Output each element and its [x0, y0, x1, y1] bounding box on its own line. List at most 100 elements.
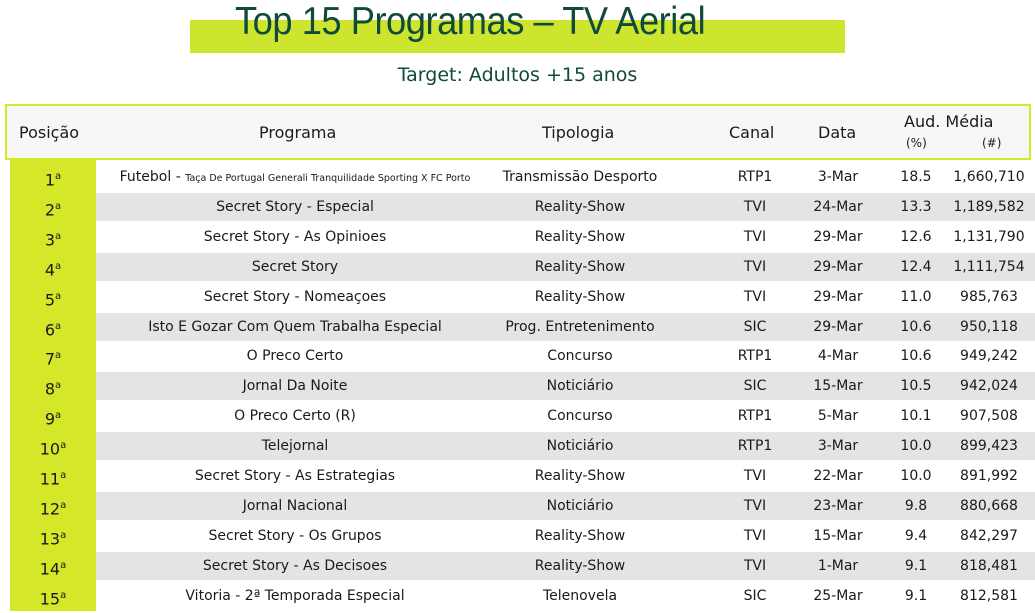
cell-tipologia: Noticiário [547, 492, 614, 520]
position-ordinal: a [60, 470, 67, 481]
position-label: 8a [10, 372, 96, 400]
position-number: 7 [44, 349, 56, 369]
cell-tipologia: Noticiário [547, 372, 614, 400]
pct-text: 9.4 [904, 527, 928, 544]
cell-programa: O Preco Certo [247, 342, 344, 370]
canal-text: RTP1 [737, 408, 773, 425]
cell-programa: Secret Story - As Opinioes [204, 223, 387, 251]
tipologia-text: Concurso [547, 408, 613, 425]
data-text: 22-Mar [813, 468, 863, 484]
cell-tipologia: Reality-Show [535, 193, 625, 221]
cell-num: 899,423 [960, 432, 1018, 460]
cell-pct: 11.0 [900, 283, 931, 311]
cell-canal: TVI [744, 492, 766, 520]
cell-programa: O Preco Certo (R) [234, 402, 356, 430]
num-text: 949,242 [960, 348, 1018, 365]
cell-data: 3-Mar [818, 163, 858, 191]
cell-programa: Vitoria - 2ª Temporada Especial [185, 582, 404, 610]
num-text: 950,118 [960, 318, 1018, 335]
cell-data: 15-Mar [813, 372, 862, 400]
cell-num: 842,297 [960, 522, 1018, 550]
position-label: 5a [10, 283, 96, 311]
position-label: 11a [10, 462, 96, 490]
position-number: 1 [44, 170, 56, 190]
position-ordinal: a [60, 559, 67, 571]
position-ordinal: a [55, 320, 62, 332]
position-label: 6a [10, 313, 96, 341]
programa-text: Secret Story - Os Grupos [208, 527, 382, 544]
cell-num: 942,024 [960, 372, 1018, 400]
num-text: 880,668 [960, 497, 1018, 514]
cell-pct: 10.1 [900, 402, 931, 430]
table-row: Secret Story - As Opinioes Reality-Show TV… [96, 223, 1035, 251]
tipologia-text: Noticiário [546, 378, 614, 395]
cell-pct: 9.8 [905, 492, 927, 520]
cell-programa: Secret Story - Os Grupos [208, 522, 381, 550]
position-ordinal: a [55, 410, 62, 422]
programa-text: Vitoria - 2ª Temporada Especial [185, 587, 405, 604]
tipologia-text: Reality-Show [534, 527, 626, 544]
canal-text: TVI [743, 258, 767, 275]
cell-data: 22-Mar [813, 462, 862, 490]
position-ordinal: a [55, 200, 62, 212]
cell-programa: Secret Story - As Estrategias [195, 462, 395, 490]
table-row: Vitoria - 2ª Temporada Especial Telenovel… [96, 582, 1035, 610]
programa-text: Secret Story [251, 258, 339, 275]
position-ordinal: a [55, 380, 62, 392]
header-aud-media: Aud. Média [904, 112, 994, 131]
num-text: 812,581 [960, 587, 1018, 604]
header-tipologia: Tipologia [542, 123, 615, 142]
tipologia-text: Reality-Show [534, 198, 626, 215]
data-text: 24-Mar [813, 198, 863, 215]
position-label: 2a [10, 193, 96, 221]
cell-data: 3-Mar [818, 432, 858, 460]
position-label: 7a [10, 342, 96, 370]
table-row: O Preco Certo Concurso RTP1 4-Mar 10.6 949,24… [96, 342, 1035, 370]
title-highlight-bar [190, 20, 845, 53]
cell-data: 29-Mar [813, 253, 862, 281]
data-text: 29-Mar [813, 258, 863, 275]
cell-canal: TVI [744, 283, 766, 311]
canal-text: RTP1 [737, 169, 773, 185]
pct-text: 10.5 [900, 378, 932, 395]
cell-tipologia: Transmissão Desporto [503, 163, 658, 191]
cell-programa: Telejornal [262, 432, 329, 460]
cell-tipologia: Reality-Show [535, 223, 625, 251]
table-row: Secret Story Reality-Show TVI 29-Mar 12.4 1,1… [96, 252, 1035, 281]
cell-pct: 9.1 [905, 552, 927, 580]
table-row: Secret Story - As Estrategias Reality-Sho… [96, 462, 1035, 490]
cell-pct: 10.5 [900, 372, 931, 400]
num-text: 818,481 [960, 557, 1018, 574]
num-text: 842,297 [960, 527, 1018, 544]
cell-tipologia: Noticiário [547, 432, 614, 460]
tipologia-text: Reality-Show [534, 288, 626, 305]
tipologia-text: Reality-Show [534, 468, 626, 484]
cell-programa: Isto E Gozar Com Quem Trabalha Especial [148, 313, 442, 341]
cell-pct: 9.4 [905, 522, 927, 550]
position-ordinal: a [60, 440, 67, 452]
table-row: Secret Story - Especial Reality-Show TVI 24… [96, 192, 1035, 221]
pct-text: 10.6 [900, 348, 932, 365]
position-label: 9a [10, 402, 96, 430]
num-text: 985,763 [960, 288, 1018, 305]
cell-tipologia: Reality-Show [535, 283, 625, 311]
cell-num: 907,508 [960, 402, 1018, 430]
position-number: 4 [44, 260, 56, 280]
cell-data: 5-Mar [818, 402, 858, 430]
data-text: 3-Mar [817, 169, 859, 185]
pct-text: 10.0 [900, 438, 932, 455]
cell-programa: Secret Story - Nomeaçoes [204, 283, 386, 311]
pct-text: 10.6 [900, 318, 932, 335]
data-text: 4-Mar [817, 348, 859, 365]
header-data: Data [818, 123, 857, 142]
position-ordinal: a [55, 230, 62, 242]
cell-canal: TVI [744, 193, 766, 221]
programa-text: O Preco Certo [246, 348, 344, 365]
programa-text: Secret Story - As Opinioes [203, 228, 387, 245]
programa-text: Isto E Gozar Com Quem Trabalha Especial [148, 318, 442, 335]
header-pct: (%) [906, 136, 927, 150]
cell-canal: TVI [744, 552, 766, 580]
pct-text: 12.4 [900, 258, 932, 275]
cell-programa: Secret Story [252, 253, 338, 281]
cell-num: 891,992 [960, 462, 1018, 490]
